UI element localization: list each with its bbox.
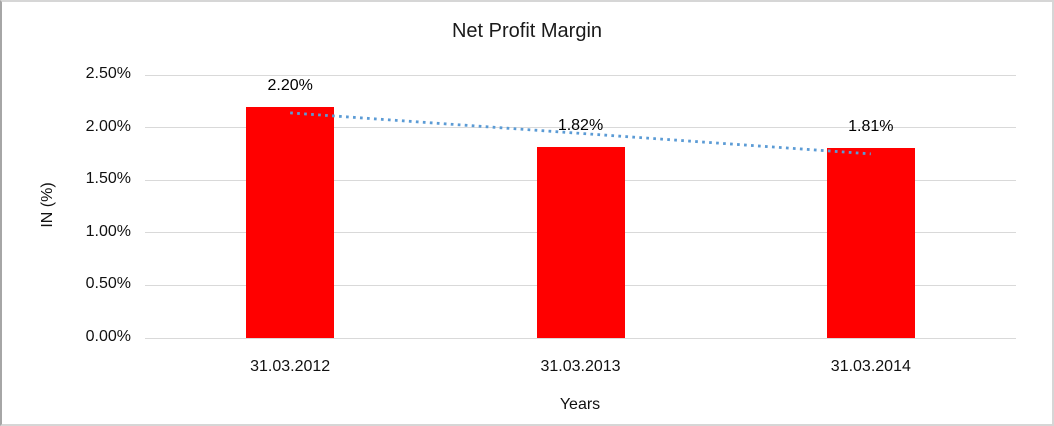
x-axis-title: Years (559, 396, 601, 413)
x-axis-tick-label: 31.03.2013 (540, 358, 621, 375)
y-axis-tick-label: 0.00% (85, 328, 131, 345)
y-axis-tick-label: 0.50% (85, 275, 131, 293)
gridline (145, 337, 1016, 339)
bar-value-label: 1.81% (848, 117, 894, 135)
y-axis-title: IN (%) (39, 182, 56, 228)
bar-31.03.2014 (826, 147, 915, 338)
bar-31.03.2012 (246, 106, 335, 338)
y-axis-tick-label: 2.50% (85, 65, 131, 82)
y-axis-tick-label: 1.50% (85, 170, 131, 188)
x-axis-tick-label: 31.03.2012 (250, 358, 331, 375)
bar-31.03.2013 (536, 146, 625, 338)
bar-value-label: 1.82% (557, 116, 604, 134)
gridline (145, 74, 1016, 76)
chart-title: Net Profit Margin (451, 20, 603, 42)
y-axis-tick-label: 1.00% (85, 222, 131, 240)
y-axis-tick-label: 2.00% (85, 117, 131, 135)
x-axis-tick-label: 31.03.2014 (830, 358, 911, 375)
bar-value-label: 2.20% (267, 76, 313, 94)
